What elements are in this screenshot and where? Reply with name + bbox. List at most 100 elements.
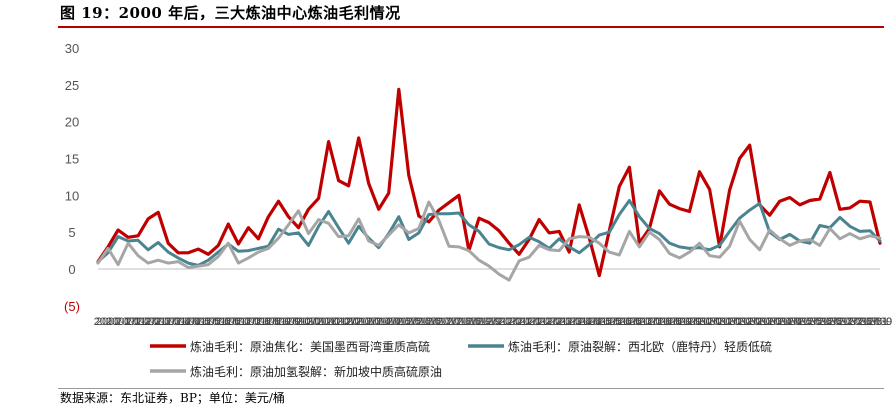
x-tick-label: 2006-07 (216, 316, 256, 328)
x-tick-label: 2013-01 (346, 316, 386, 328)
y-axis: 30 25 20 15 10 5 0 (5) (64, 41, 80, 314)
x-tick-label: 2017-01 (427, 316, 467, 328)
x-tick-label: 2039-01 (868, 316, 892, 328)
x-tick-label: 2000 (94, 316, 118, 328)
x-tick-label: 2004-01 (166, 316, 206, 328)
x-tick-label: 2003-01 (146, 316, 186, 328)
x-tick-label: 2016-07 (417, 316, 457, 328)
legend: 炼油毛利：原油焦化：美国墨西哥湾重质高硫 炼油毛利：原油裂解：西北欧（鹿特丹）轻质… (150, 339, 772, 379)
x-tick-label: 2000-07 (96, 316, 136, 328)
legend-label: 炼油毛利：原油加氢裂解：新加坡中质高硫原油 (190, 364, 442, 379)
y-tick-label: (5) (64, 299, 80, 314)
legend-label: 炼油毛利：原油裂解：西北欧（鹿特丹）轻质低硫 (508, 339, 772, 354)
x-tick-label: 2017-07 (437, 316, 477, 328)
source-rule (58, 388, 884, 389)
x-tick-label: 2030-01 (687, 316, 727, 328)
x-tick-label: 2025-01 (587, 316, 627, 328)
x-tick-label: 2012-07 (336, 316, 376, 328)
x-tick-label: 2003-07 (156, 316, 196, 328)
x-tick-label: 2033-01 (748, 316, 788, 328)
x-tick-label: 2001-07 (116, 316, 156, 328)
x-tick-label: 2009-07 (276, 316, 316, 328)
y-tick-label: 20 (65, 115, 79, 130)
chart-title: 图 19：2000 年后，三大炼油中心炼油毛利情况 (60, 4, 401, 22)
y-tick-label: 0 (68, 262, 75, 277)
x-tick-label: 2029-07 (677, 316, 717, 328)
y-tick-label: 25 (65, 78, 79, 93)
x-tick-label: 2024-07 (577, 316, 617, 328)
x-tick-label: 2008-01 (246, 316, 286, 328)
x-tick-label: 2002-07 (136, 316, 176, 328)
x-tick-label: 2020-01 (487, 316, 527, 328)
x-tick-label: 2009-01 (266, 316, 306, 328)
x-tick-label: 2001-01 (106, 316, 146, 328)
x-tick-label: 2033-07 (758, 316, 798, 328)
series-line-1 (96, 87, 882, 278)
x-tick-label: 2034-01 (768, 316, 808, 328)
x-tick-label: 2035-07 (798, 316, 838, 328)
x-tick-label: 2020-07 (497, 316, 537, 328)
x-tick-label: 2030-07 (697, 316, 737, 328)
x-tick-label: 2014-01 (367, 316, 407, 328)
x-tick-label: 2024-01 (567, 316, 607, 328)
x-tick-label: 2029-01 (667, 316, 707, 328)
x-tick-label: 2019-07 (477, 316, 517, 328)
x-tick-label: 2036-01 (808, 316, 848, 328)
x-tick-label: 2025-07 (597, 316, 637, 328)
x-tick-label: 2028-07 (657, 316, 697, 328)
x-tick-label: 2032-07 (737, 316, 777, 328)
x-tick-label: 2005-07 (196, 316, 236, 328)
legend-label: 炼油毛利：原油焦化：美国墨西哥湾重质高硫 (190, 339, 430, 354)
x-tick-label: 2002-01 (126, 316, 166, 328)
x-tick-label: 2032-01 (727, 316, 767, 328)
x-tick-label: 2034-07 (778, 316, 818, 328)
y-tick-label: 15 (65, 152, 79, 167)
series-line-2 (96, 199, 882, 267)
x-tick-label: 2037-01 (828, 316, 868, 328)
x-tick-label: 2023-01 (547, 316, 587, 328)
x-tick-label: 2005-01 (186, 316, 226, 328)
x-tick-label: 2022-01 (527, 316, 567, 328)
series-lines (96, 87, 882, 282)
x-tick-label: 2011-07 (317, 316, 357, 328)
x-tick-label: 2021-07 (517, 316, 557, 328)
x-tick-label: 2021-01 (507, 316, 547, 328)
x-tick-label: 2015-01 (387, 316, 427, 328)
series-line-3 (96, 200, 882, 282)
x-tick-label: 2012-01 (326, 316, 366, 328)
x-tick-label: 2031-01 (707, 316, 747, 328)
x-tick-label: 2037-07 (838, 316, 878, 328)
x-tick-label: 2036-07 (818, 316, 858, 328)
x-tick-label: 2006-01 (206, 316, 246, 328)
x-tick-label: 2035-01 (788, 316, 828, 328)
x-tick-label: 2013-07 (357, 316, 397, 328)
x-tick-label: 2028-01 (647, 316, 687, 328)
y-tick-label: 30 (65, 41, 79, 56)
x-tick-label: 2008-07 (256, 316, 296, 328)
x-tick-label: 2027-01 (627, 316, 667, 328)
x-tick-label: 2018-07 (457, 316, 497, 328)
title-rule (58, 26, 884, 28)
x-axis: 20002000-072001-012001-072002-012002-072… (94, 316, 892, 328)
x-tick-label: 2010-07 (296, 316, 336, 328)
x-tick-label: 2022-07 (537, 316, 577, 328)
x-tick-label: 2038-01 (848, 316, 888, 328)
y-tick-label: 10 (65, 188, 79, 203)
x-tick-label: 2027-07 (637, 316, 677, 328)
x-tick-label: 2019-01 (467, 316, 507, 328)
line-chart: 30 25 20 15 10 5 0 (5) 20002000-072001-012001-0… (64, 41, 892, 379)
x-tick-label: 2011-01 (307, 316, 347, 328)
x-tick-label: 2010-01 (286, 316, 326, 328)
x-tick-label: 2023-07 (557, 316, 597, 328)
x-tick-label: 2004-07 (176, 316, 216, 328)
y-tick-label: 5 (68, 225, 75, 240)
x-tick-label: 2007-01 (226, 316, 266, 328)
x-tick-label: 2026-07 (617, 316, 657, 328)
x-tick-label: 2014-07 (377, 316, 417, 328)
source-note: 数据来源：东北证券，BP；单位：美元/桶 (60, 391, 285, 405)
x-tick-label: 2007-07 (236, 316, 276, 328)
x-tick-label: 2018-01 (447, 316, 487, 328)
x-tick-label: 2026-01 (607, 316, 647, 328)
x-tick-label: 2016-01 (407, 316, 447, 328)
x-tick-label: 2015-07 (397, 316, 437, 328)
